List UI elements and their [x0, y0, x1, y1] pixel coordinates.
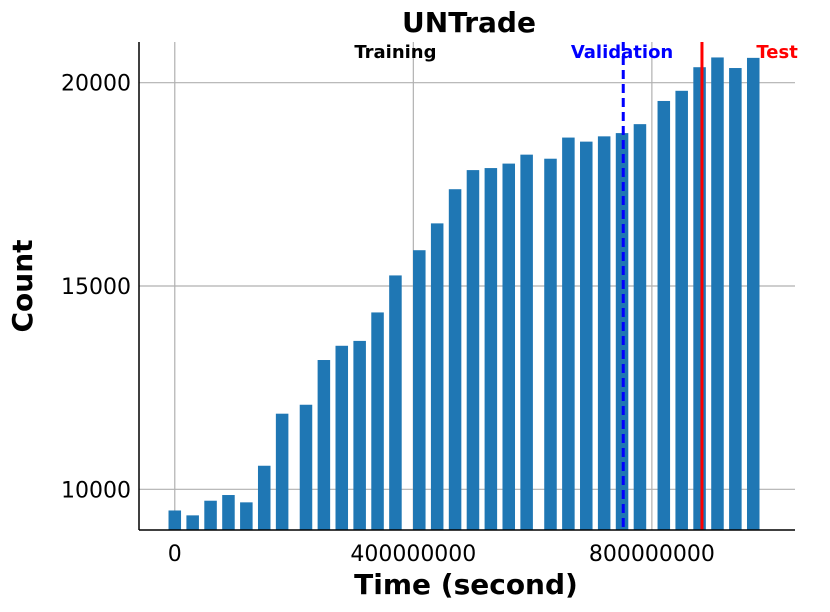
bar: [413, 250, 426, 531]
bar: [299, 404, 313, 530]
x-axis-label: Time (second): [354, 568, 578, 601]
bar: [466, 170, 480, 530]
x-tick-label: 0: [168, 542, 182, 567]
bar: [371, 312, 384, 530]
split-lines: [621, 42, 704, 530]
bar: [729, 68, 742, 530]
region-labels: Training Validation Test: [354, 42, 798, 63]
bar: [186, 515, 199, 530]
bar: [520, 154, 533, 530]
y-tick-label: 10000: [61, 478, 131, 503]
bar: [597, 136, 611, 530]
bar: [317, 360, 331, 530]
validation-label: Validation: [571, 42, 673, 63]
bar: [484, 168, 498, 531]
bar: [204, 500, 217, 530]
bar: [675, 90, 688, 531]
bar: [430, 223, 444, 530]
bar: [389, 275, 402, 530]
bar: [448, 189, 462, 531]
bar: [711, 57, 724, 530]
test-label: Test: [756, 42, 798, 63]
bar: [544, 158, 557, 531]
chart-title: UNTrade: [402, 6, 536, 39]
y-tick-label: 20000: [61, 72, 131, 97]
bar: [275, 413, 289, 530]
axes: [138, 42, 795, 531]
bar: [746, 57, 760, 531]
bar: [633, 124, 647, 530]
bar: [502, 163, 516, 531]
bar: [693, 67, 706, 531]
bar: [222, 495, 235, 530]
training-label: Training: [354, 42, 436, 63]
bar: [257, 465, 271, 530]
bar: [657, 100, 671, 530]
bar: [615, 133, 629, 531]
x-tick-label: 800000000: [589, 542, 715, 567]
x-tick-label: 400000000: [350, 542, 476, 567]
bar: [353, 340, 366, 530]
bars: [168, 57, 760, 531]
bar: [240, 502, 253, 530]
y-tick-label: 15000: [61, 275, 131, 300]
bar: [580, 141, 593, 530]
tick-labels: 0 400000000 800000000 10000 15000 20000: [61, 72, 715, 567]
bar: [562, 137, 575, 531]
bar: [335, 345, 349, 530]
bar: [168, 510, 182, 530]
y-axis-label: Count: [6, 239, 39, 332]
